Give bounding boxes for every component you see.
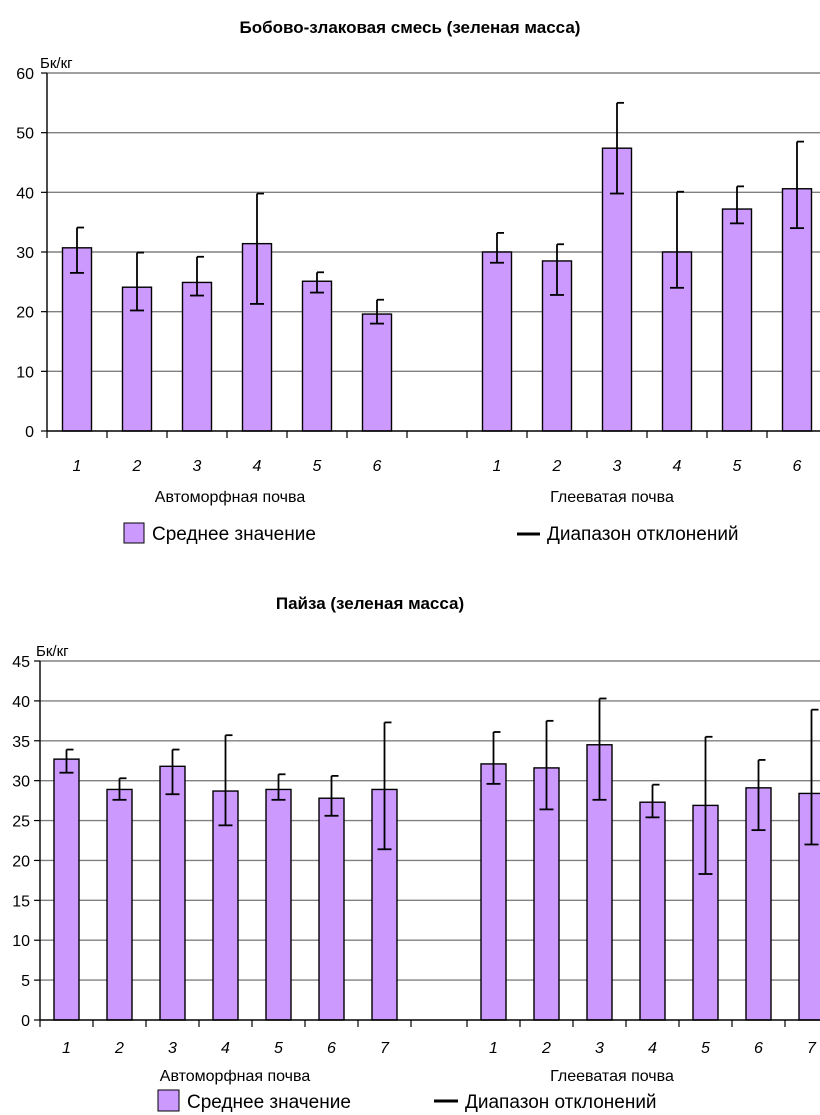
legend-bar-swatch: [123, 522, 145, 544]
y-tick-label: 30: [16, 245, 34, 262]
chart-paiza: Пайза (зеленая масса) Бк/кг 051015202530…: [12, 594, 820, 1113]
bar: [301, 280, 333, 432]
x-tick-label: 2: [114, 1040, 124, 1057]
bar: [721, 208, 753, 432]
bar: [781, 188, 813, 432]
x-tick-label: 5: [733, 458, 742, 475]
y-tick-label: 0: [21, 1013, 30, 1030]
bar: [639, 801, 666, 1021]
y-tick-label: 5: [21, 973, 30, 990]
x-tick-label: 3: [595, 1040, 604, 1057]
y-tick-label: 10: [12, 933, 30, 950]
x-tick-label: 4: [221, 1040, 230, 1057]
x-tick-label: 3: [193, 458, 202, 475]
y-axis-unit: Бк/кг: [36, 643, 69, 660]
legend-line-label: Диапазон отклонений: [547, 524, 739, 545]
x-tick-label: 1: [489, 1040, 498, 1057]
y-tick-label: 45: [12, 654, 30, 671]
bar: [481, 251, 513, 432]
x-tick-label: 1: [62, 1040, 71, 1057]
bar: [798, 792, 820, 1021]
x-tick-label: 6: [327, 1040, 336, 1057]
x-tick-label: 5: [274, 1040, 283, 1057]
bar: [53, 758, 80, 1021]
bars: [53, 744, 820, 1021]
bar: [159, 765, 186, 1021]
y-tick-label: 10: [16, 364, 34, 381]
x-tick-label: 1: [73, 458, 82, 475]
x-tick-label: 1: [493, 458, 502, 475]
y-tick-label: 60: [16, 66, 34, 83]
error-bars: [70, 101, 804, 325]
axes: [41, 72, 820, 438]
y-tick-label: 40: [16, 185, 34, 202]
chart-title: Пайза (зеленая масса): [276, 594, 464, 613]
x-tick-labels: 1 2 3 4 5 6 7 1 2 3 4 5 6 7: [62, 1040, 817, 1057]
y-axis-unit: Бк/кг: [40, 55, 73, 72]
legend-bar-label: Среднее значение: [187, 1092, 351, 1113]
chart-bean-grass-mix: Бобово-злаковая смесь (зеленая масса) Бк…: [16, 18, 820, 545]
axes: [34, 660, 820, 1027]
x-tick-label: 5: [313, 458, 322, 475]
x-tick-label: 6: [754, 1040, 763, 1057]
y-tick-label: 15: [12, 893, 30, 910]
y-ticks: 0 5 10 15 20 25 30 35 40 45: [12, 654, 30, 1030]
bar: [61, 247, 93, 432]
x-tick-label: 5: [701, 1040, 710, 1057]
bars: [61, 147, 813, 432]
bar: [212, 790, 239, 1021]
x-tick-label: 4: [673, 458, 682, 475]
x-tick-label: 6: [793, 458, 802, 475]
x-tick-label: 7: [807, 1040, 817, 1057]
legend-bar-label: Среднее значение: [152, 524, 316, 545]
x-tick-label: 6: [373, 458, 382, 475]
legend-line-label: Диапазон отклонений: [465, 1092, 657, 1113]
gridlines: [47, 72, 820, 373]
x-tick-label: 4: [648, 1040, 657, 1057]
legend-bar-swatch: [157, 1089, 180, 1112]
x-tick-label: 4: [253, 458, 262, 475]
x-tick-label: 2: [552, 458, 562, 475]
group-label-automorphic: Автоморфная почва: [160, 1068, 311, 1085]
y-tick-label: 0: [25, 424, 34, 441]
bar: [318, 797, 345, 1021]
x-tick-label: 7: [380, 1040, 390, 1057]
bar: [371, 788, 398, 1021]
x-tick-label: 2: [541, 1040, 551, 1057]
y-tick-label: 20: [16, 305, 34, 322]
y-tick-label: 20: [12, 853, 30, 870]
bar: [181, 281, 213, 432]
chart-title: Бобово-злаковая смесь (зеленая масса): [240, 18, 581, 37]
group-label-gley: Глееватая почва: [550, 489, 674, 506]
x-tick-label: 3: [168, 1040, 177, 1057]
y-tick-label: 30: [12, 774, 30, 791]
x-tick-label: 2: [132, 458, 142, 475]
y-ticks: 0 10 20 30 40 50 60: [16, 66, 34, 441]
y-tick-label: 40: [12, 694, 30, 711]
y-tick-label: 50: [16, 126, 34, 143]
bar: [106, 788, 133, 1021]
group-label-automorphic: Автоморфная почва: [155, 489, 306, 506]
y-tick-label: 25: [12, 814, 30, 831]
bar: [265, 788, 292, 1021]
bar: [480, 763, 507, 1021]
group-label-gley: Глееватая почва: [550, 1068, 674, 1085]
x-tick-label: 3: [613, 458, 622, 475]
bar: [361, 313, 393, 432]
y-tick-label: 35: [12, 734, 30, 751]
x-tick-labels: 1 2 3 4 5 6 1 2 3 4 5 6: [73, 458, 802, 475]
error-bars: [59, 697, 819, 875]
